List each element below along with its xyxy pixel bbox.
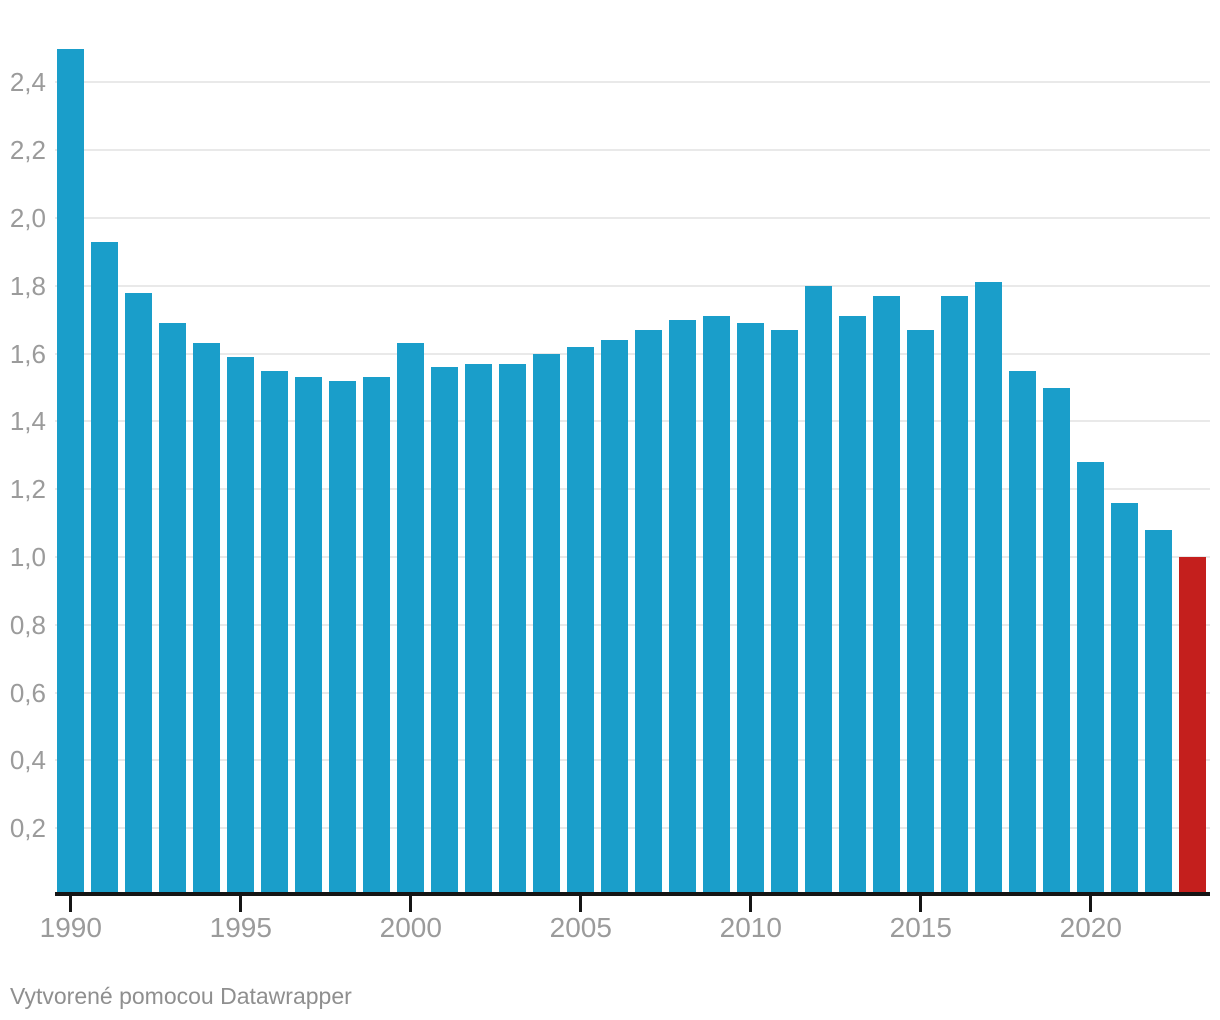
y-gridline (55, 149, 1210, 152)
y-axis-tick-label: 0,6 (9, 677, 46, 708)
bar-2009[interactable] (703, 316, 731, 896)
y-gridline (55, 488, 1210, 491)
bar-2002[interactable] (465, 363, 493, 896)
x-axis-tick-label: 2005 (549, 912, 612, 943)
y-axis-tick-label: 2,0 (9, 203, 46, 233)
y-axis-tick-label: 2,4 (9, 67, 46, 98)
x-axis-tick (69, 896, 73, 912)
bar-2019[interactable] (1043, 387, 1071, 896)
bar-2017[interactable] (975, 282, 1003, 896)
bar-chart: 0,2 0,4 0,6 0,8 1,0 1,2 1,4 1,6 1,8 2,0 2,2 2,4 1990… (9, 48, 1210, 943)
x-axis-tick (409, 896, 413, 912)
bar-1993[interactable] (159, 323, 187, 896)
bar-2023[interactable] (1179, 557, 1207, 896)
x-axis-tick-label: 2010 (719, 912, 782, 943)
y-gridline (55, 556, 1210, 558)
y-axis-tick-label: 1,8 (9, 270, 46, 301)
y-axis-tick-label: 0,2 (9, 813, 46, 844)
x-axis-tick-label: 2000 (379, 912, 442, 943)
x-axis-tick-label: 1990 (39, 912, 102, 943)
bar-2005[interactable] (567, 346, 595, 896)
bar-2003[interactable] (499, 363, 527, 896)
x-axis-tick (1089, 896, 1093, 912)
bar-2011[interactable] (771, 329, 799, 896)
bar-2010[interactable] (737, 323, 765, 896)
bar-2006[interactable] (601, 340, 629, 896)
bar-2015[interactable] (907, 329, 935, 896)
bar-1999[interactable] (363, 377, 391, 896)
y-axis-tick-label: 1,0 (9, 542, 46, 572)
x-axis-tick (919, 896, 923, 912)
y-gridline (55, 827, 1210, 830)
bar-1997[interactable] (295, 377, 323, 896)
bar-2021[interactable] (1111, 502, 1139, 896)
x-axis-tick-label: 2020 (1059, 912, 1122, 943)
y-gridline (55, 81, 1210, 84)
y-gridline (55, 420, 1210, 423)
bar-1994[interactable] (193, 343, 221, 896)
bar-2018[interactable] (1009, 370, 1037, 896)
y-axis-tick-label: 1,2 (9, 474, 46, 505)
y-axis-tick-label: 1,4 (9, 406, 46, 437)
bar-2020[interactable] (1077, 462, 1105, 896)
bar-2000[interactable] (397, 343, 425, 896)
x-axis-tick (579, 896, 583, 912)
y-gridline (55, 284, 1210, 287)
bar-1991[interactable] (91, 241, 119, 896)
chart-footer: Vytvorené pomocou Datawrapper (10, 982, 352, 1010)
bar-2016[interactable] (941, 295, 969, 896)
bar-1998[interactable] (329, 380, 357, 896)
bar-1990[interactable] (57, 48, 85, 896)
bar-2013[interactable] (839, 316, 867, 896)
y-gridline (55, 759, 1210, 762)
y-axis-tick-label: 0,4 (9, 745, 46, 776)
y-gridline (55, 623, 1210, 626)
y-axis-tick-label: 0,8 (9, 609, 46, 640)
bar-2008[interactable] (669, 319, 697, 896)
x-axis-tick-label: 2015 (889, 912, 952, 943)
bar-1995[interactable] (227, 356, 255, 896)
y-gridline (55, 352, 1210, 355)
bar-2014[interactable] (873, 295, 901, 896)
bar-2004[interactable] (533, 353, 561, 896)
y-gridline (55, 691, 1210, 694)
x-axis-tick (239, 896, 243, 912)
bar-2001[interactable] (431, 367, 459, 896)
bar-1996[interactable] (261, 370, 289, 896)
bar-2012[interactable] (805, 285, 833, 896)
y-gridline (55, 217, 1210, 219)
y-axis-tick-label: 2,2 (9, 135, 46, 166)
y-axis-tick-label: 1,6 (9, 338, 46, 369)
x-axis-tick-label: 1995 (209, 912, 272, 943)
x-axis-tick (749, 896, 753, 912)
bar-2007[interactable] (635, 329, 663, 896)
bar-2022[interactable] (1145, 529, 1173, 896)
bar-1992[interactable] (125, 292, 153, 896)
x-axis-line (55, 892, 1210, 896)
footer-attribution-text: Vytvorené pomocou Datawrapper (10, 983, 352, 1009)
